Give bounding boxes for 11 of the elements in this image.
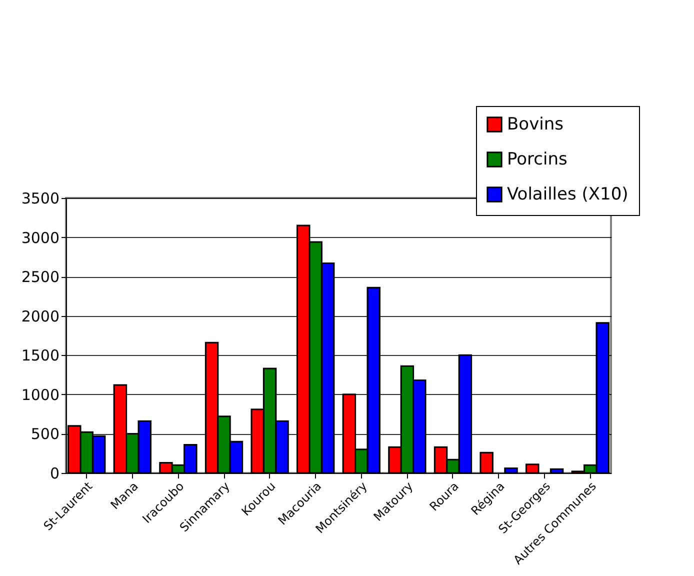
legend-label: Bovins [507, 114, 564, 134]
y-tick-label: 0 [50, 464, 60, 482]
y-tick-label: 2500 [21, 268, 60, 286]
legend-label: Porcins [507, 150, 568, 170]
y-tick-label: 3000 [21, 228, 60, 247]
legend-label: Volailles (X10) [507, 184, 628, 204]
y-tick-label: 1500 [21, 346, 60, 365]
y-tick-label: 3500 [21, 190, 60, 208]
y-tick-label: 500 [30, 425, 60, 444]
y-tick-label: 1000 [21, 386, 60, 404]
y-tick-label: 2000 [21, 307, 60, 326]
